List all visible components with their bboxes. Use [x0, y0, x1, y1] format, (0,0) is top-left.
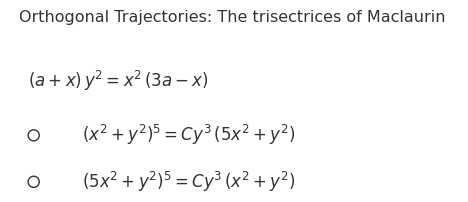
Text: $(5x^2 + y^2)^5 = Cy^3\,(x^2 + y^2)$: $(5x^2 + y^2)^5 = Cy^3\,(x^2 + y^2)$ — [82, 170, 295, 194]
Text: Orthogonal Trajectories: The trisectrices of Maclaurin: Orthogonal Trajectories: The trisectrice… — [19, 10, 445, 25]
Text: $(a + x)\, y^2 = x^2\, (3a - x)$: $(a + x)\, y^2 = x^2\, (3a - x)$ — [28, 69, 209, 93]
Text: $(x^2 + y^2)^5 = Cy^3\,(5x^2 + y^2)$: $(x^2 + y^2)^5 = Cy^3\,(5x^2 + y^2)$ — [82, 123, 295, 147]
